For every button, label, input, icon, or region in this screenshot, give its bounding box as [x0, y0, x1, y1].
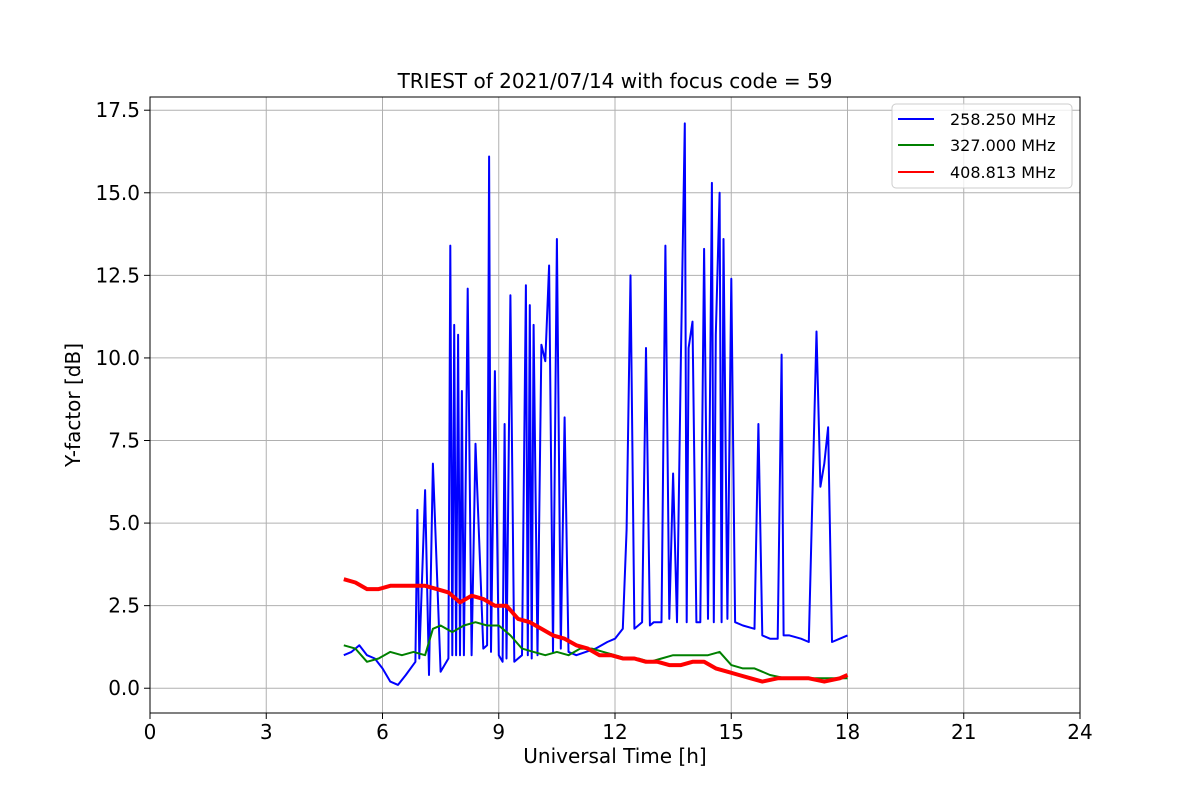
y-tick-label: 2.5: [108, 594, 140, 618]
x-axis-ticks: 0 3 6 9 12 15 18 21 24: [144, 713, 1093, 744]
chart-title: TRIEST of 2021/07/14 with focus code = 5…: [397, 69, 833, 93]
legend-entry: 408.813 MHz: [898, 163, 1055, 182]
legend-label: 327.000 MHz: [950, 136, 1055, 155]
legend-label: 408.813 MHz: [950, 163, 1055, 182]
x-axis-label: Universal Time [h]: [523, 744, 706, 768]
y-tick-label: 15.0: [95, 181, 140, 205]
series-lines: [343, 122, 849, 686]
y-tick-label: 0.0: [108, 676, 140, 700]
series-line: [343, 577, 849, 684]
x-tick-label: 3: [260, 720, 273, 744]
x-tick-label: 24: [1067, 720, 1092, 744]
y-axis-label: Y-factor [dB]: [61, 343, 85, 468]
legend-entry: 258.250 MHz: [898, 110, 1055, 129]
legend-box: [891, 103, 1073, 189]
x-tick-label: 21: [951, 720, 976, 744]
legend-label: 258.250 MHz: [950, 110, 1055, 129]
x-tick-label: 18: [835, 720, 860, 744]
x-tick-label: 15: [719, 720, 744, 744]
y-axis-ticks: 0.0 2.5 5.0 7.5 10.0 12.5 15.0 17.5: [95, 98, 150, 700]
series-line: [343, 621, 848, 680]
y-tick-label: 17.5: [95, 98, 140, 122]
x-tick-label: 12: [602, 720, 627, 744]
y-tick-label: 10.0: [95, 346, 140, 370]
y-tick-label: 7.5: [108, 429, 140, 453]
legend: 258.250 MHz 327.000 MHz 408.813 MHz: [891, 103, 1073, 189]
x-tick-label: 6: [376, 720, 389, 744]
x-tick-label: 9: [492, 720, 505, 744]
legend-entry: 327.000 MHz: [898, 136, 1055, 155]
grid: [149, 97, 1081, 713]
y-tick-label: 5.0: [108, 511, 140, 535]
series-line: [343, 122, 848, 686]
x-tick-label: 0: [144, 720, 157, 744]
y-tick-label: 12.5: [95, 263, 140, 287]
